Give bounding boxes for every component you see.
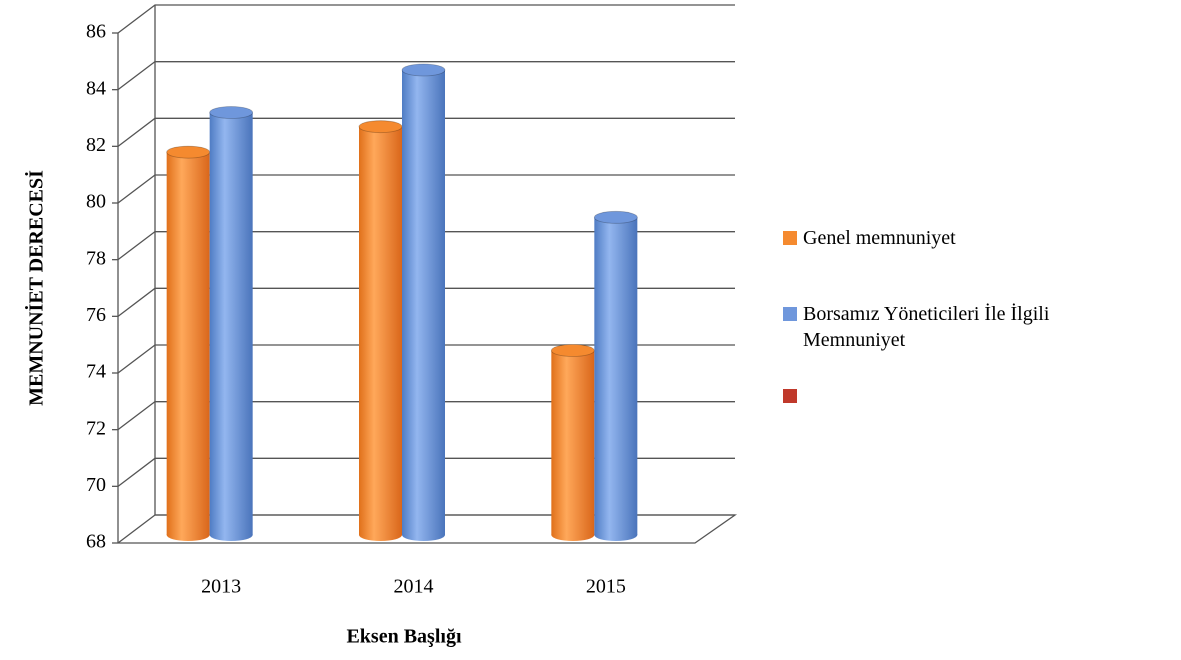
x-tick-label: 2015 xyxy=(586,576,626,598)
x-axis-title: Eksen Başlığı xyxy=(346,626,461,648)
bar-part xyxy=(401,63,446,77)
bar-part xyxy=(358,120,403,134)
bar-part xyxy=(166,152,210,535)
legend-label xyxy=(803,383,1133,403)
bar xyxy=(166,145,211,541)
grid-line xyxy=(117,231,735,261)
bar-part xyxy=(551,350,595,535)
y-tick-label: 82 xyxy=(86,134,106,156)
grid-line xyxy=(117,514,735,544)
bar-part xyxy=(166,145,211,159)
y-axis-title: MEMNUNİET DERECESİ xyxy=(24,170,48,406)
legend-swatch xyxy=(783,307,797,321)
grid-line xyxy=(117,344,735,374)
bar xyxy=(209,106,254,541)
legend-item: Borsamız Yöneticileri İle İlgili Memnuni… xyxy=(783,301,1143,353)
bar xyxy=(358,120,403,541)
bar-part xyxy=(359,126,402,536)
grid-line xyxy=(117,61,735,91)
legend-label: Borsamız Yöneticileri İle İlgili Memnuni… xyxy=(803,303,1050,351)
y-tick-label: 76 xyxy=(86,304,106,326)
x-tick-label: 2014 xyxy=(394,576,434,598)
grid-line xyxy=(117,457,735,487)
y-tick-label: 68 xyxy=(86,531,106,553)
bar-part xyxy=(594,217,638,536)
bar xyxy=(593,210,638,541)
bar-part xyxy=(209,106,254,119)
bar xyxy=(550,344,595,541)
bar-part xyxy=(209,112,253,535)
y-tick-label: 70 xyxy=(86,474,106,496)
legend-swatch xyxy=(783,231,797,245)
bar-part xyxy=(402,70,445,535)
bar xyxy=(401,63,446,541)
grid-line xyxy=(117,174,735,204)
grid-line xyxy=(117,117,735,147)
y-tick-label: 78 xyxy=(86,247,106,269)
x-tick-label: 2013 xyxy=(201,576,241,598)
y-tick-label: 84 xyxy=(86,77,106,99)
legend-item xyxy=(783,383,1143,403)
grid-line xyxy=(117,401,735,431)
y-tick-label: 72 xyxy=(86,417,106,439)
y-tick-label: 74 xyxy=(86,361,106,383)
bar-part xyxy=(593,210,638,224)
bar-part xyxy=(550,344,595,357)
legend-label: Genel memnuniyet xyxy=(803,227,956,249)
legend-item: Genel memnuniyet xyxy=(783,225,1143,251)
y-tick-label: 80 xyxy=(86,191,106,213)
grid-line xyxy=(117,287,735,317)
y-tick-label: 86 xyxy=(86,21,106,43)
grid-line xyxy=(117,4,735,34)
legend-swatch xyxy=(783,389,797,403)
